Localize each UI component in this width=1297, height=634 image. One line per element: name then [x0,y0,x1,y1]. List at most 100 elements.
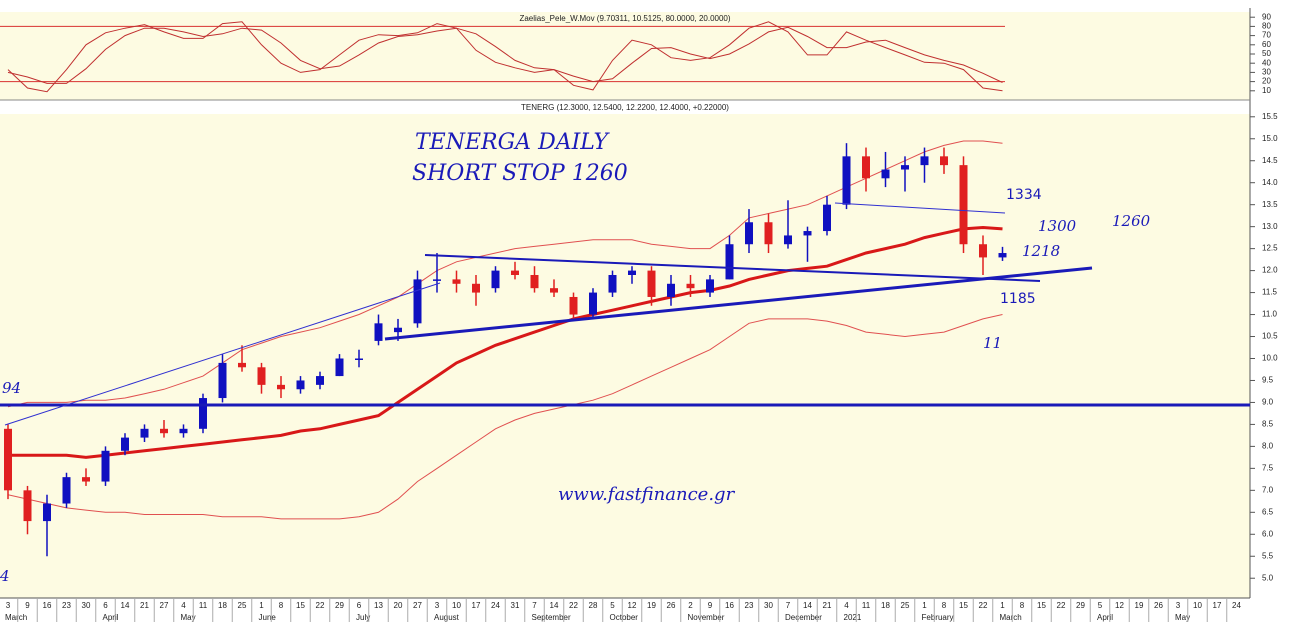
x-tick-label: 7 [532,601,537,610]
month-label: April [1097,613,1113,622]
candle-body [959,165,968,245]
x-tick-label: 2 [688,601,693,610]
y-tick-label: 6.0 [1262,529,1274,538]
annotation: 1218 [1022,242,1060,260]
y-tick-label: 11.0 [1262,310,1278,319]
month-label: 2021 [844,613,862,622]
x-tick-label: 18 [218,601,227,610]
x-tick-label: 19 [1135,601,1144,610]
x-tick-label: 22 [1057,601,1066,610]
y-tick-label: 60 [1262,40,1271,49]
candle-body [355,358,363,360]
x-tick-label: 3 [6,601,11,610]
candle-body [335,358,344,377]
y-tick-label: 13.0 [1262,222,1278,231]
candle-body [218,362,227,399]
candle-body [257,367,266,385]
x-tick-label: 10 [1193,601,1202,610]
x-tick-label: 10 [452,601,461,610]
x-tick-label: 27 [160,601,169,610]
x-tick-label: 25 [901,601,910,610]
y-tick-label: 6.5 [1262,507,1274,516]
candle-body [706,279,714,293]
x-tick-label: 6 [357,601,362,610]
candle-body [43,503,51,522]
annotation: 11 [983,334,1002,352]
candle-body [920,156,929,166]
x-tick-label: 14 [121,601,130,610]
x-tick-label: 7 [786,601,791,610]
month-label: June [259,613,277,622]
y-tick-label: 40 [1262,58,1271,67]
x-tick-label: 6 [103,601,108,610]
month-label: October [610,613,639,622]
candle-body [647,270,656,297]
candle-body [862,156,870,179]
candle-body [23,490,32,522]
x-tick-label: 26 [1154,601,1163,610]
month-label: May [181,613,196,622]
trend-line [834,202,1006,214]
x-tick-label: 21 [140,601,149,610]
y-tick-label: 7.5 [1262,463,1274,472]
oscillator-panel [0,12,1250,100]
annotation: SHORT STOP 1260 [412,161,628,186]
series-line [7,21,1003,93]
candle-body [998,253,1007,258]
y-tick-label: 14.5 [1262,156,1278,165]
y-tick-label: 70 [1262,31,1271,40]
trend-line [424,254,1041,282]
y-tick-label: 7.0 [1262,485,1274,494]
oscillator-title: Zaelias_Pele_W.Mov (9.70311, 10.5125, 80… [519,14,730,23]
series-line [7,140,1003,408]
y-tick-label: 20 [1262,77,1271,86]
candle-body [823,204,831,232]
candle-body [803,231,812,236]
candle-body [667,283,675,297]
candle-body [277,384,285,390]
candle-body [433,279,441,281]
x-tick-label: 5 [610,601,615,610]
y-tick-label: 90 [1262,12,1271,21]
y-tick-label: 10 [1262,86,1271,95]
x-tick-label: 15 [959,601,968,610]
x-tick-label: 3 [435,601,440,610]
month-label: December [785,613,822,622]
y-tick-label: 80 [1262,22,1271,31]
x-tick-label: 22 [979,601,988,610]
series-line [7,314,1003,520]
y-tick-label: 30 [1262,68,1271,77]
y-tick-label: 10.5 [1262,332,1278,341]
x-tick-label: 14 [550,601,559,610]
x-tick-label: 18 [881,601,890,610]
x-tick-label: 19 [647,601,656,610]
x-tick-label: 1 [1000,601,1005,610]
x-tick-label: 9 [708,601,713,610]
x-tick-label: 30 [764,601,773,610]
x-tick-label: 1 [259,601,264,610]
x-tick-label: 3 [1176,601,1181,610]
candle-body [745,222,753,245]
candle-body [491,270,500,289]
x-tick-label: 28 [589,601,598,610]
candle-body [511,270,519,275]
candle-body [940,156,948,166]
candle-body [764,222,773,245]
y-tick-label: 8.5 [1262,420,1274,429]
y-tick-label: 15.0 [1262,134,1278,143]
trend-line [4,282,441,426]
x-tick-label: 8 [942,601,947,610]
y-tick-label: 14.0 [1262,178,1278,187]
candle-body [686,283,695,289]
y-tick-label: 11.5 [1262,288,1278,297]
annotation: 1185 [1000,291,1036,307]
candle-body [472,283,480,293]
y-tick-label: 13.5 [1262,200,1278,209]
x-tick-label: 20 [394,601,403,610]
candle-body [140,428,149,438]
candle-body [979,244,987,258]
x-tick-label: 8 [279,601,284,610]
candle-body [160,428,168,434]
annotation: www.fastfinance.gr [558,484,736,505]
